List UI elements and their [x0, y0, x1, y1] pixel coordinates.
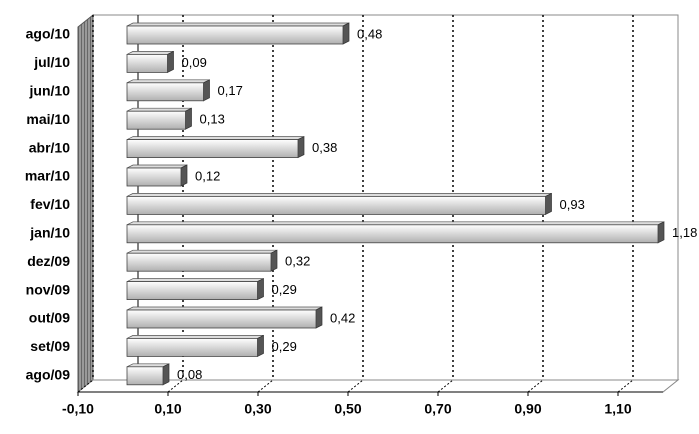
- y-tick-label: nov/09: [26, 281, 71, 297]
- grid-floor: [437, 379, 454, 393]
- y-tick-label: fev/10: [30, 196, 70, 212]
- value-label: 0,08: [177, 367, 202, 382]
- y-tick-label: jul/10: [33, 54, 70, 70]
- bar: [126, 281, 258, 301]
- y-tick-label: jun/10: [29, 83, 71, 99]
- y-tick-label: jan/10: [29, 225, 70, 241]
- bar: [126, 252, 272, 272]
- bar-side: [657, 221, 665, 244]
- bar-top: [126, 249, 278, 254]
- y-tick-label: mar/10: [25, 168, 70, 184]
- value-label: 0,29: [272, 282, 297, 297]
- bar-side: [167, 50, 174, 73]
- bar-side: [257, 278, 264, 301]
- bar-side: [180, 164, 188, 187]
- x-tick-label: 1,10: [604, 401, 631, 417]
- value-label: 0,48: [357, 26, 382, 41]
- value-label: 1,18: [672, 225, 697, 240]
- bar-side: [270, 249, 278, 272]
- y-tick-label: abr/10: [29, 139, 70, 155]
- bar: [126, 195, 546, 215]
- bar: [126, 366, 164, 386]
- x-tick-label: -0,10: [62, 401, 94, 417]
- x-tick-label: 0,50: [334, 401, 361, 417]
- bar: [126, 224, 659, 244]
- bar: [126, 167, 182, 187]
- value-label: 0,12: [195, 168, 220, 183]
- value-label: 0,17: [218, 83, 243, 98]
- bar: [126, 139, 299, 159]
- value-label: 0,13: [200, 112, 225, 127]
- bar: [126, 309, 317, 329]
- bar: [126, 54, 168, 73]
- bar-top: [126, 164, 188, 169]
- bar: [126, 337, 258, 357]
- bar-top: [126, 107, 192, 112]
- bar-side: [545, 192, 552, 215]
- bar-top: [126, 363, 170, 368]
- bar: [126, 82, 204, 102]
- grid-floor: [617, 379, 634, 393]
- value-label: 0,93: [560, 197, 585, 212]
- bar-side: [342, 22, 350, 45]
- bar-top: [126, 306, 323, 311]
- value-label: 0,42: [330, 310, 355, 325]
- y-tick-label: ago/09: [26, 367, 71, 383]
- x-tick-label: 0,10: [154, 401, 181, 417]
- bar-top: [126, 221, 665, 226]
- bar-side: [162, 363, 170, 386]
- bar-side: [297, 136, 305, 159]
- y-tick-label: set/09: [30, 338, 70, 354]
- y-tick-label: dez/09: [27, 253, 70, 269]
- side-wall: [77, 13, 94, 394]
- value-label: 0,29: [272, 339, 297, 354]
- y-tick-label: out/09: [29, 310, 70, 326]
- bar-top: [126, 136, 305, 140]
- x-tick-label: 0,30: [244, 401, 271, 417]
- value-label: 0,32: [285, 254, 310, 269]
- bar-top: [126, 51, 174, 55]
- bar-top: [126, 193, 552, 197]
- bar-top: [126, 79, 210, 84]
- x-tick-label: 0,70: [424, 401, 451, 417]
- grid-floor: [77, 379, 94, 393]
- bar-top: [126, 22, 350, 27]
- bar-top: [126, 335, 264, 339]
- value-label: 0,38: [312, 140, 337, 155]
- bar-top: [126, 278, 264, 282]
- bar: [126, 25, 344, 45]
- grid-floor: [257, 379, 274, 393]
- y-tick-label: ago/10: [26, 26, 71, 42]
- bar-side: [185, 107, 192, 130]
- bar-side: [203, 79, 210, 102]
- bar: [126, 110, 186, 130]
- grid-floor: [167, 379, 184, 393]
- grid-floor: [527, 379, 544, 393]
- y-tick-label: mai/10: [26, 111, 70, 127]
- bar-side: [315, 306, 323, 329]
- bar-side: [257, 334, 264, 357]
- value-label: 0,09: [182, 55, 207, 70]
- grid-floor: [347, 379, 364, 393]
- x-tick-label: 0,90: [514, 401, 541, 417]
